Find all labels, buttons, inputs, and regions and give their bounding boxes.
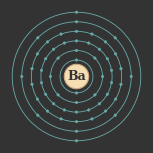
Circle shape [60,33,62,35]
Circle shape [37,37,39,39]
Circle shape [60,118,62,120]
Circle shape [104,41,107,43]
Circle shape [94,57,96,59]
Text: Ba: Ba [67,70,86,83]
Circle shape [52,103,55,105]
Circle shape [40,69,43,72]
Circle shape [114,98,117,100]
Circle shape [110,69,113,72]
Circle shape [104,110,107,112]
Circle shape [75,140,78,142]
Circle shape [87,109,90,111]
Circle shape [46,110,49,112]
Circle shape [87,42,90,44]
Circle shape [36,98,39,100]
Circle shape [91,118,93,120]
Circle shape [40,81,43,84]
Circle shape [44,57,47,60]
Circle shape [120,83,122,86]
Circle shape [75,92,78,94]
Circle shape [57,57,59,59]
Circle shape [106,93,109,96]
Circle shape [98,48,101,50]
Circle shape [130,75,132,78]
Circle shape [75,120,78,123]
Circle shape [63,109,66,111]
Circle shape [75,30,78,33]
Circle shape [49,75,52,78]
Circle shape [75,11,78,13]
Circle shape [63,42,66,44]
Circle shape [120,67,122,70]
Circle shape [21,75,23,78]
Circle shape [114,114,116,116]
Circle shape [44,93,47,96]
Circle shape [94,94,96,96]
Circle shape [64,64,89,89]
Circle shape [75,101,78,104]
Circle shape [91,33,93,35]
Circle shape [75,130,78,132]
Circle shape [75,21,78,23]
Circle shape [31,83,33,86]
Circle shape [75,111,78,113]
Circle shape [46,41,49,43]
Circle shape [75,40,78,42]
Circle shape [36,53,39,55]
Circle shape [75,59,78,61]
Circle shape [37,114,39,116]
Circle shape [31,67,33,70]
Circle shape [57,94,59,96]
Circle shape [114,37,116,39]
Circle shape [110,81,113,84]
Circle shape [114,53,117,55]
Circle shape [52,48,55,50]
Circle shape [106,57,109,60]
Circle shape [75,49,78,52]
Circle shape [101,75,104,78]
Circle shape [98,103,101,105]
